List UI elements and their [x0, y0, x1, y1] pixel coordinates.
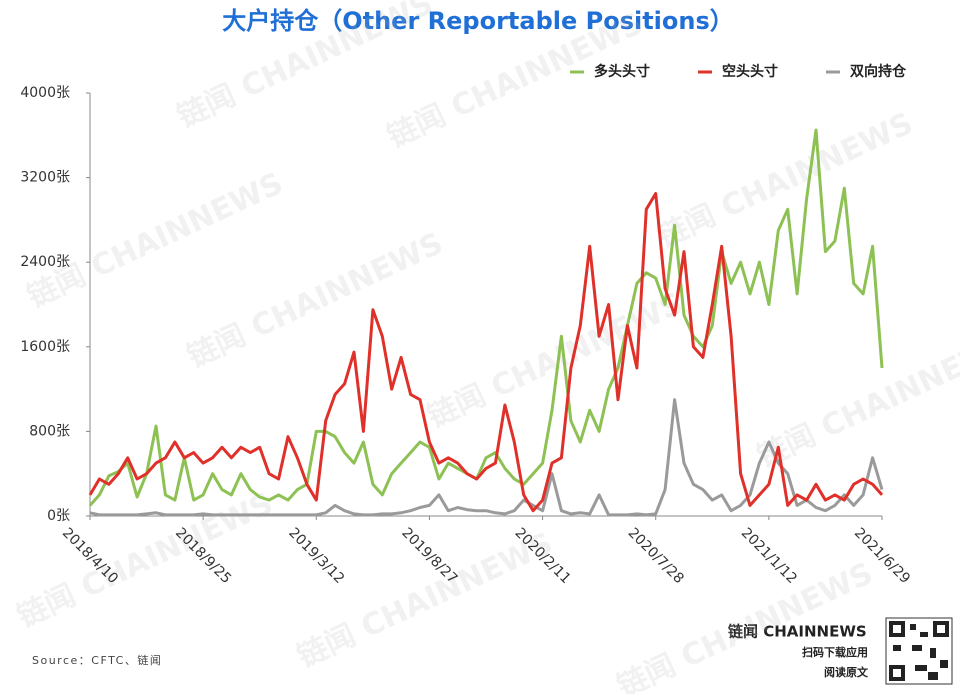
- brand: 链闻 CHAINNEWS: [728, 623, 867, 641]
- watermark: 链闻 CHAINNEWS: [752, 326, 960, 475]
- source: Source：CFTC、链闻: [32, 653, 162, 667]
- y-tick-label: 2400张: [20, 254, 70, 270]
- watermark: 链闻 CHAINNEWS: [182, 226, 448, 375]
- watermark: 链闻 CHAINNEWS: [22, 166, 288, 315]
- watermark: 链闻 CHAINNEWS: [422, 286, 688, 435]
- legend-label: 双向持仓: [850, 63, 907, 80]
- y-tick-label: 0张: [47, 508, 70, 524]
- legend-label: 多头头寸: [594, 63, 650, 80]
- x-tick-label: 2020/7/28: [625, 525, 687, 587]
- x-tick-label: 2019/8/27: [398, 525, 460, 587]
- y-tick-label: 4000张: [20, 85, 70, 101]
- series-line: [88, 192, 884, 513]
- x-tick-label: 2021/1/12: [738, 525, 800, 587]
- y-tick-label: 3200张: [20, 170, 70, 186]
- legend-label: 空头头寸: [722, 63, 778, 80]
- y-tick-label: 800张: [29, 423, 70, 439]
- series-line: [88, 128, 884, 507]
- chart-title: 大户持仓（Other Reportable Positions）: [222, 7, 734, 35]
- x-tick-label: 2019/3/12: [285, 525, 347, 587]
- y-tick-label: 1600张: [20, 339, 70, 355]
- qr-code: [885, 617, 953, 685]
- brand-line: 阅读原文: [824, 665, 869, 679]
- series-line: [89, 398, 884, 517]
- watermark: 链闻 CHAINNEWS: [652, 106, 918, 255]
- brand-line: 扫码下载应用: [802, 645, 868, 659]
